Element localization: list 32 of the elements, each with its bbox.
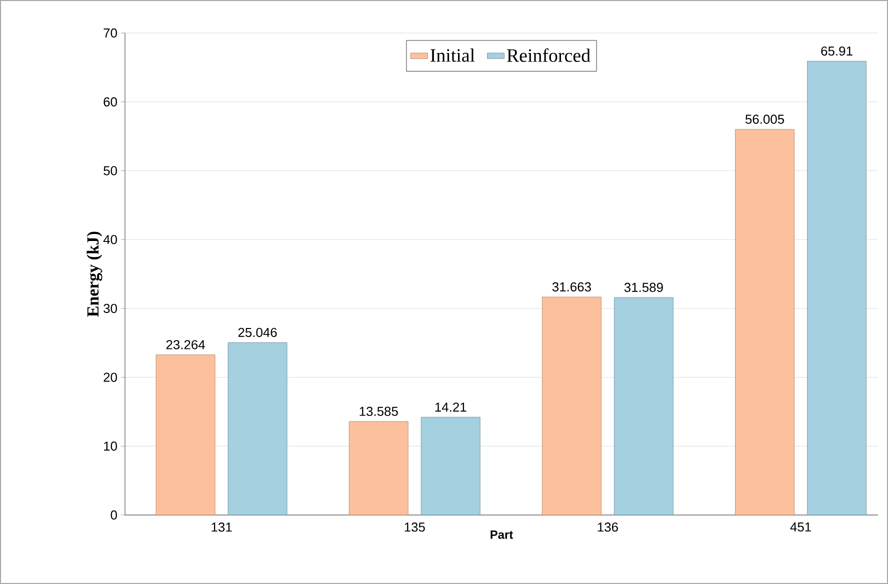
y-tick-label: 0 xyxy=(110,510,117,520)
legend-label: Reinforced xyxy=(507,48,590,62)
x-tick-label: 135 xyxy=(404,522,425,532)
x-tick-label: 136 xyxy=(598,522,618,532)
x-tick-label: 451 xyxy=(790,522,811,532)
data-label: 13.585 xyxy=(360,406,398,416)
bar xyxy=(735,129,794,516)
data-label: 56.005 xyxy=(745,114,784,124)
y-axis-title: Energy (kJ) xyxy=(86,232,102,317)
data-label: 14.21 xyxy=(435,402,466,412)
y-tick-label: 20 xyxy=(104,372,117,382)
x-axis-title: Part xyxy=(490,530,513,539)
data-label: 31.589 xyxy=(624,282,663,292)
bar xyxy=(614,297,674,516)
data-label: 31.663 xyxy=(552,282,591,292)
bar xyxy=(542,296,602,516)
y-tick-label: 40 xyxy=(103,234,117,244)
bar xyxy=(156,354,216,516)
y-tick-label: 30 xyxy=(104,304,117,314)
data-label: 23.264 xyxy=(166,340,205,350)
x-tick-label: 131 xyxy=(212,522,232,532)
y-tick-label: 50 xyxy=(104,166,117,176)
data-label: 65.91 xyxy=(821,46,852,56)
y-tick-label: 10 xyxy=(104,442,117,451)
bar xyxy=(807,60,866,516)
bar xyxy=(420,416,480,516)
data-label: 25.046 xyxy=(238,328,277,338)
legend-label: Initial xyxy=(430,48,475,62)
y-tick-label: 60 xyxy=(104,97,117,106)
bar xyxy=(348,421,408,516)
y-tick-label: 70 xyxy=(104,28,117,38)
bar xyxy=(228,342,288,516)
